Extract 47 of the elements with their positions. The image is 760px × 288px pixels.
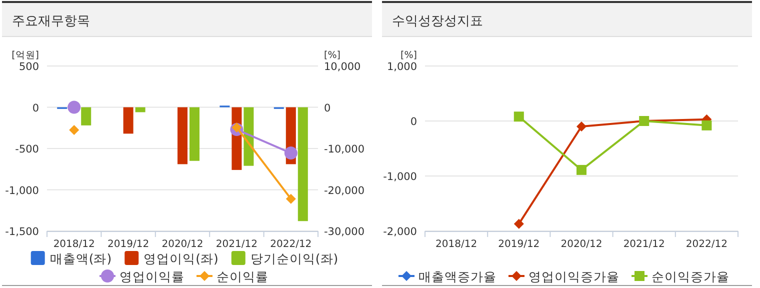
point xyxy=(286,194,296,204)
point xyxy=(284,146,298,160)
legend-label: 영업이익증가율 xyxy=(528,269,620,284)
legend-label: 매출액(좌) xyxy=(50,251,112,266)
x-tick-label: 2022/12 xyxy=(270,239,312,250)
y-axis-title: [%] xyxy=(400,50,417,61)
y2-axis-title: [%] xyxy=(324,50,340,61)
y-tick-label: 1,000 xyxy=(386,61,417,73)
point xyxy=(702,120,712,130)
point xyxy=(514,218,524,229)
y-tick-label: -2,000 xyxy=(383,226,417,238)
point xyxy=(576,122,586,132)
y2-tick-label: -20,000 xyxy=(324,184,365,197)
point xyxy=(514,112,524,122)
legend-label: 당기순이익(좌) xyxy=(250,251,338,266)
y-axis-title: [억원] xyxy=(12,50,39,61)
chart-title: 수익성장성지표 xyxy=(392,14,483,29)
legend-label: 영업이익(좌) xyxy=(144,251,218,266)
chart-title: 주요재무항목 xyxy=(12,14,90,29)
y2-tick-label: 10,000 xyxy=(324,61,361,73)
x-tick-label: 2018/12 xyxy=(436,239,478,250)
legend-label: 순이익증가율 xyxy=(652,269,730,284)
x-tick-label: 2020/12 xyxy=(560,239,602,250)
x-tick-label: 2019/12 xyxy=(108,239,150,250)
point xyxy=(68,100,81,114)
y-tick-label: -1,000 xyxy=(5,184,39,197)
x-tick-label: 2018/12 xyxy=(53,239,95,250)
y-tick-label: -1,500 xyxy=(5,226,39,238)
x-tick-label: 2021/12 xyxy=(216,239,258,250)
y-tick-label: 500 xyxy=(18,61,39,73)
x-tick-label: 2020/12 xyxy=(162,239,204,250)
y-tick-label: 0 xyxy=(32,102,39,114)
legend-label: 매출액증가율 xyxy=(418,269,496,284)
y-tick-label: 0 xyxy=(410,116,417,128)
y-tick-label: -500 xyxy=(15,144,39,156)
legend-label: 영업이익률 xyxy=(120,269,184,284)
x-tick-label: 2019/12 xyxy=(498,239,540,250)
y2-tick-label: 0 xyxy=(324,102,331,114)
y2-tick-label: -30,000 xyxy=(324,226,365,238)
point xyxy=(69,124,80,135)
x-tick-label: 2021/12 xyxy=(623,239,665,250)
point xyxy=(232,122,242,132)
y2-tick-label: -10,000 xyxy=(324,144,365,156)
x-tick-label: 2022/12 xyxy=(686,239,728,250)
point xyxy=(576,164,586,175)
legend-label: 순이익률 xyxy=(216,269,268,284)
y-tick-label: -1,000 xyxy=(383,171,417,183)
